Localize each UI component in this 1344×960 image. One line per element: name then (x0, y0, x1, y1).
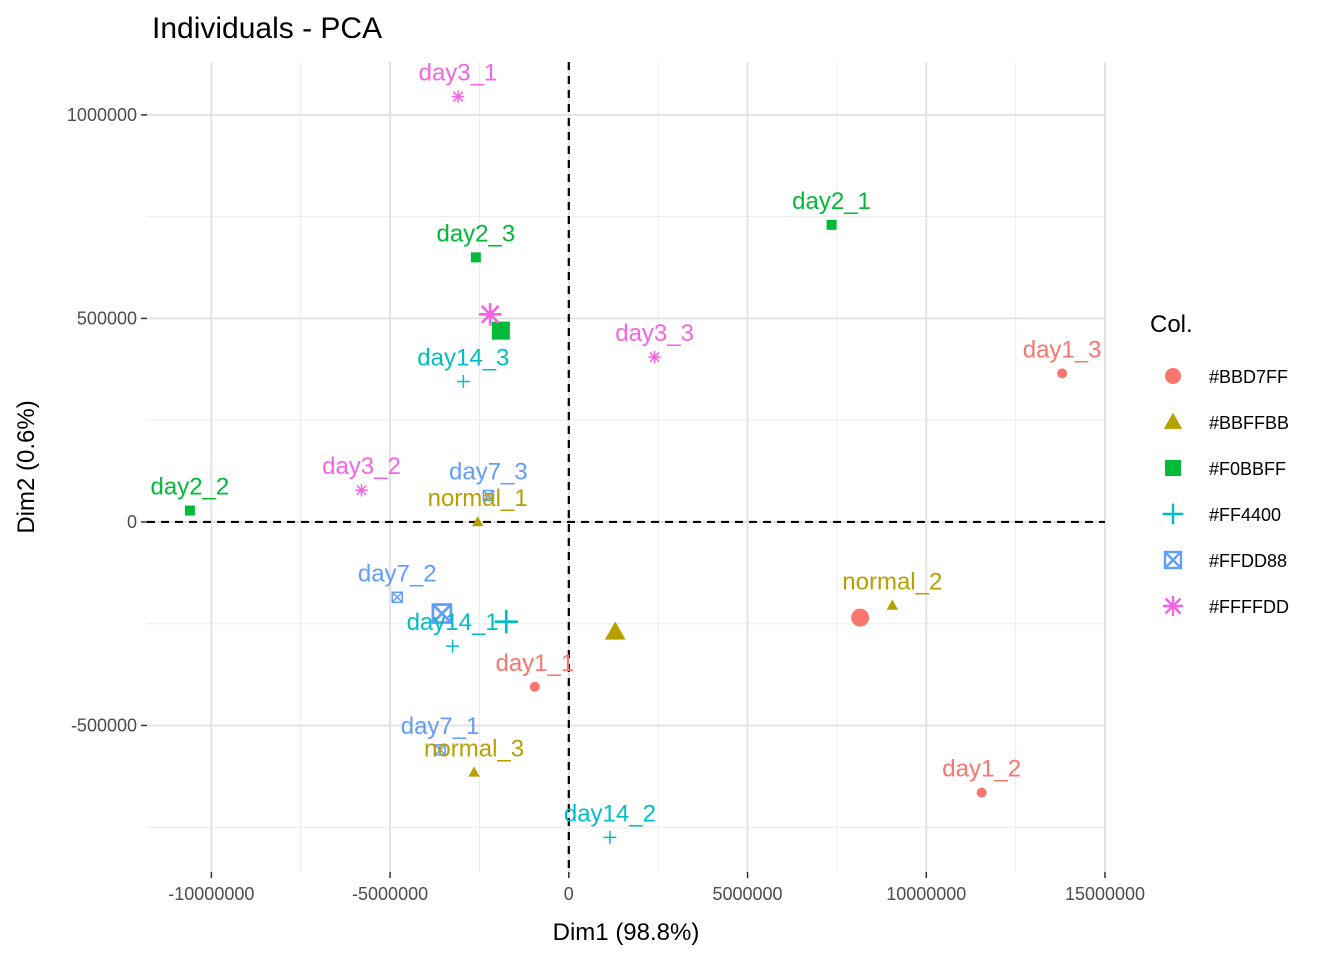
data-point (434, 744, 446, 756)
legend-item: #BBFFBB (1163, 412, 1289, 433)
data-point (976, 787, 987, 798)
legend-label: #BBFFBB (1209, 413, 1289, 433)
data-point (1057, 368, 1068, 379)
legend-label: #FFDD88 (1209, 551, 1287, 571)
legend-key (1165, 460, 1181, 476)
legend-key (1162, 503, 1184, 525)
point-label: day1_3 (1023, 336, 1102, 363)
x-axis: -10000000 -5000000 0 5000000 10000000 1500000… (168, 872, 1145, 904)
point-label: day3_2 (322, 453, 401, 480)
legend-key (1163, 596, 1183, 616)
data-point (603, 830, 617, 844)
point-labels: day1_1 day1_2 day1_3 normal_1 normal_2normal… (151, 60, 1102, 827)
point-label: day7_1 (401, 713, 480, 740)
legend-item: #FFFFDD (1163, 596, 1289, 617)
point-label: day7_2 (358, 560, 437, 587)
y-tick-label: -500000 (71, 715, 137, 735)
point-label: day2_3 (436, 220, 515, 247)
group-centroid (478, 303, 502, 326)
x-tick-label: 5000000 (712, 884, 782, 904)
data-point (456, 375, 470, 389)
group-centroid (604, 621, 626, 640)
data-point (471, 516, 484, 527)
group-centroid (491, 321, 510, 340)
legend-item: #F0BBFF (1165, 459, 1286, 479)
legend-label: #BBD7FF (1209, 367, 1288, 387)
point-label: day2_2 (151, 474, 230, 501)
group-centroid (494, 609, 518, 634)
legend: Col. #BBD7FF #BBFFBB #F0BBFF #FF4400 #FFDD88… (1150, 311, 1289, 617)
point-label: day1_1 (495, 650, 574, 677)
grid (147, 62, 1106, 872)
point-label: day2_1 (792, 188, 871, 215)
data-points (184, 90, 1068, 844)
data-point (886, 599, 899, 610)
x-axis-title: Dim1 (98.8%) (553, 919, 700, 946)
group-centroid (851, 608, 870, 627)
data-point (184, 505, 195, 516)
data-point (451, 90, 465, 103)
reference-lines (147, 62, 1105, 872)
group-centroid (431, 603, 453, 624)
legend-label: #FF4400 (1209, 505, 1281, 525)
chart-title: Individuals - PCA (152, 12, 382, 45)
x-tick-label: 0 (564, 884, 574, 904)
point-label: day14_2 (564, 800, 656, 827)
y-tick-label: 1000000 (67, 105, 137, 125)
x-tick-label: 15000000 (1065, 884, 1145, 904)
legend-label: #FFFFDD (1209, 597, 1289, 617)
point-label: day14_3 (417, 345, 509, 372)
point-label: normal_3 (424, 735, 524, 762)
point-label: day14_1 (407, 609, 499, 636)
point-label: day1_2 (942, 756, 1021, 783)
legend-label: #F0BBFF (1209, 459, 1286, 479)
y-tick-label: 500000 (77, 308, 137, 328)
data-point (391, 591, 403, 604)
point-label: day3_1 (419, 60, 498, 87)
data-point (470, 252, 481, 263)
x-tick-label: 10000000 (886, 884, 966, 904)
legend-key (1163, 412, 1183, 429)
x-tick-label: -5000000 (352, 884, 428, 904)
data-point (826, 219, 837, 230)
point-label: day3_3 (615, 320, 694, 347)
y-axis-title: Dim2 (0.6%) (13, 400, 40, 533)
y-axis: -500000 0 500000 1000000 (67, 105, 147, 735)
data-point (355, 483, 368, 497)
point-label: normal_1 (428, 485, 528, 512)
data-point (529, 681, 540, 692)
y-tick-label: 0 (127, 512, 137, 532)
legend-title: Col. (1150, 311, 1193, 338)
point-label: normal_2 (842, 568, 942, 595)
legend-item: #FFDD88 (1163, 550, 1287, 571)
data-point (482, 489, 495, 502)
data-point (446, 639, 460, 653)
x-tick-label: -10000000 (168, 884, 254, 904)
point-label: day7_3 (449, 458, 528, 485)
data-point (468, 766, 480, 777)
legend-item: #FF4400 (1162, 503, 1281, 525)
data-point (648, 350, 661, 364)
legend-key (1163, 550, 1183, 570)
legend-key (1165, 368, 1181, 384)
legend-item: #BBD7FF (1165, 367, 1288, 387)
